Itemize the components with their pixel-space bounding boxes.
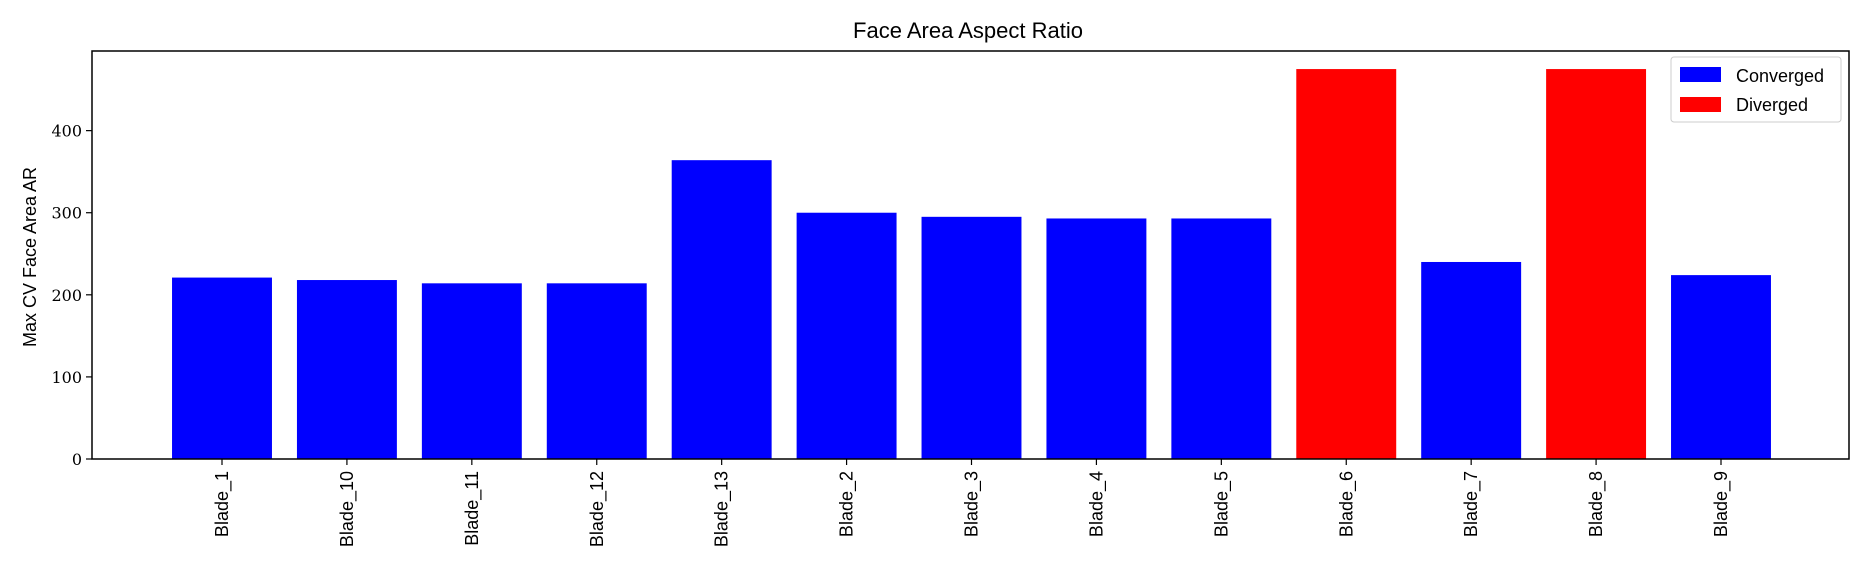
bar-blade-12 [546, 283, 647, 459]
x-tick-label: Blade_11 [462, 471, 483, 546]
chart-title: Face Area Aspect Ratio [853, 18, 1083, 43]
x-tick-label: Blade_5 [1211, 471, 1232, 537]
x-tick-label: Blade_10 [337, 471, 358, 547]
bars-group [172, 69, 1771, 459]
y-ticks-group: 0 100 200 300 400 [51, 122, 92, 469]
bar-blade-7 [1421, 261, 1522, 459]
bar-blade-5 [1171, 218, 1272, 459]
bar-blade-8 [1546, 69, 1647, 459]
y-tick-label: 300 [51, 204, 82, 223]
bar-blade-4 [1046, 218, 1147, 459]
bar-blade-9 [1671, 275, 1771, 459]
bar-blade-1 [172, 277, 272, 459]
x-tick-label: Blade_12 [587, 471, 608, 547]
bar-blade-6 [1296, 69, 1397, 459]
bar-blade-2 [796, 212, 897, 459]
x-tick-label: Blade_4 [1086, 471, 1107, 537]
x-tick-label: Blade_6 [1336, 471, 1357, 537]
legend-label-converged: Converged [1736, 66, 1824, 86]
x-ticks-group: Blade_1 Blade_10 Blade_11 Blade_12 Blade_13 B… [212, 459, 1732, 547]
y-tick-label: 100 [51, 368, 82, 387]
y-tick-label: 400 [51, 122, 82, 141]
y-axis-label: Max CV Face Area AR [20, 167, 40, 347]
x-tick-label: Blade_7 [1461, 471, 1482, 537]
x-tick-label: Blade_9 [1711, 471, 1732, 537]
plot-frame [91, 50, 1850, 460]
legend-swatch-diverged [1680, 97, 1721, 112]
x-tick-label: Blade_1 [212, 471, 233, 537]
x-tick-label: Blade_3 [962, 471, 983, 537]
bar-blade-11 [421, 283, 522, 459]
y-tick-label: 200 [51, 286, 82, 305]
bar-blade-13 [671, 160, 772, 459]
bar-blade-3 [921, 216, 1022, 459]
bar-blade-10 [296, 280, 397, 459]
legend: Converged Diverged [1670, 56, 1842, 123]
legend-label-diverged: Diverged [1736, 95, 1808, 115]
x-tick-label: Blade_13 [712, 471, 733, 547]
y-tick-label: 0 [72, 450, 82, 469]
x-tick-label: Blade_2 [837, 471, 858, 537]
x-tick-label: Blade_8 [1586, 471, 1607, 537]
legend-swatch-converged [1680, 67, 1721, 82]
